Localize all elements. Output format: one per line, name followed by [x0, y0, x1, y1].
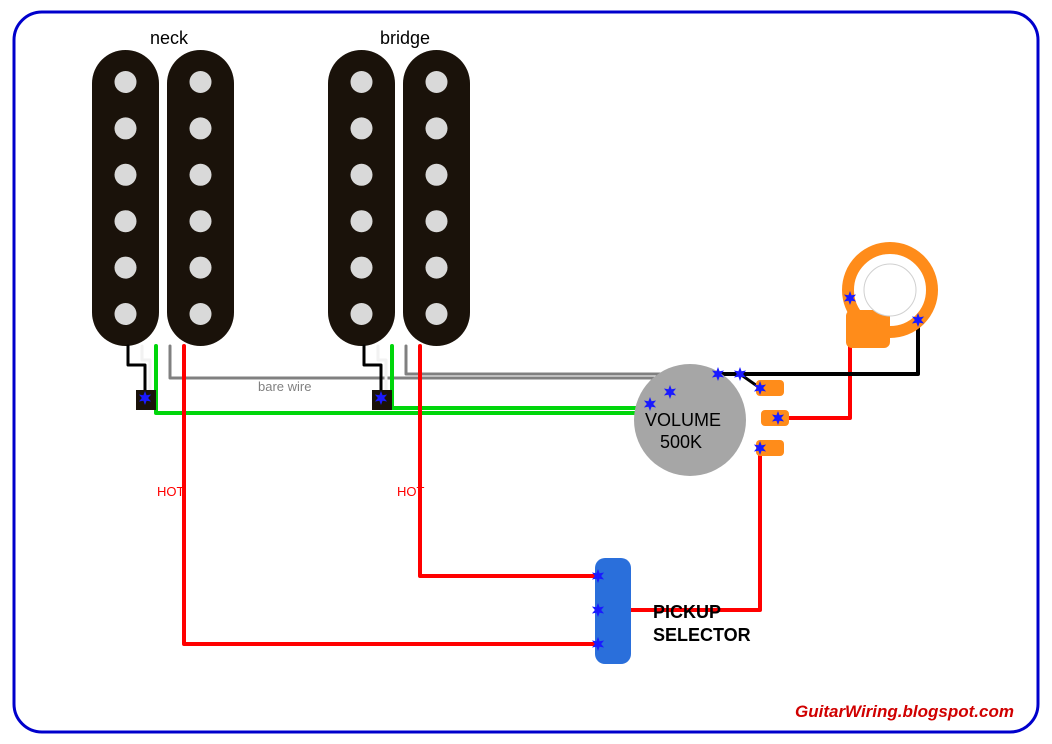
- neck-pickup-pole: [190, 71, 212, 93]
- bridge-pickup-pole: [426, 71, 448, 93]
- pot_value-label: 500K: [660, 432, 702, 453]
- neck-pickup-pole: [115, 303, 137, 325]
- bridge-pickup-pole: [426, 303, 448, 325]
- neck-pickup: [92, 50, 234, 346]
- bridge-pickup-pole: [351, 117, 373, 139]
- neck-pickup-pole: [190, 164, 212, 186]
- neck-pickup-pole: [190, 303, 212, 325]
- neck-label: neck: [150, 28, 188, 49]
- bridge-pickup: [328, 50, 470, 346]
- hot1-label: HOT: [157, 484, 184, 499]
- bridge-label: bridge: [380, 28, 430, 49]
- wire-bridge-red-hot: [420, 346, 598, 576]
- neck-pickup-coil-0: [92, 50, 159, 346]
- bridge-pickup-coil-0: [328, 50, 395, 346]
- pickup-label: PICKUP: [653, 602, 721, 623]
- bare_wire-label: bare wire: [258, 379, 311, 394]
- neck-pickup-pole: [115, 117, 137, 139]
- bridge-pickup-coil-1: [403, 50, 470, 346]
- neck-pickup-pole: [190, 117, 212, 139]
- bridge-pickup-pole: [426, 257, 448, 279]
- bridge-pickup-pole: [426, 164, 448, 186]
- neck-pickup-pole: [115, 71, 137, 93]
- neck-pickup-pole: [190, 257, 212, 279]
- wire-bridge-bare: [406, 346, 670, 392]
- wire-pot-lug2-to-jack-tip: [778, 298, 850, 418]
- bridge-pickup-pole: [351, 257, 373, 279]
- neck-pickup-pole: [115, 257, 137, 279]
- bridge-pickup-pole: [426, 210, 448, 232]
- neck-pickup-pole: [115, 210, 137, 232]
- attribution-label: GuitarWiring.blogspot.com: [795, 702, 1014, 722]
- bridge-pickup-pole: [426, 117, 448, 139]
- hot2-label: HOT: [397, 484, 424, 499]
- bridge-pickup-pole: [351, 71, 373, 93]
- jack-inner: [864, 264, 916, 316]
- bridge-pickup-pole: [351, 210, 373, 232]
- bridge-pickup-pole: [351, 164, 373, 186]
- selector-label: SELECTOR: [653, 625, 751, 646]
- neck-pickup-pole: [115, 164, 137, 186]
- bridge-pickup-pole: [351, 303, 373, 325]
- neck-pickup-coil-1: [167, 50, 234, 346]
- neck-pickup-pole: [190, 210, 212, 232]
- wiring-diagram: neck bridge VOLUME500K PICKUPSELECTOR bare w…: [0, 0, 1052, 744]
- volume-label: VOLUME: [645, 410, 721, 431]
- diagram-svg: [0, 0, 1052, 744]
